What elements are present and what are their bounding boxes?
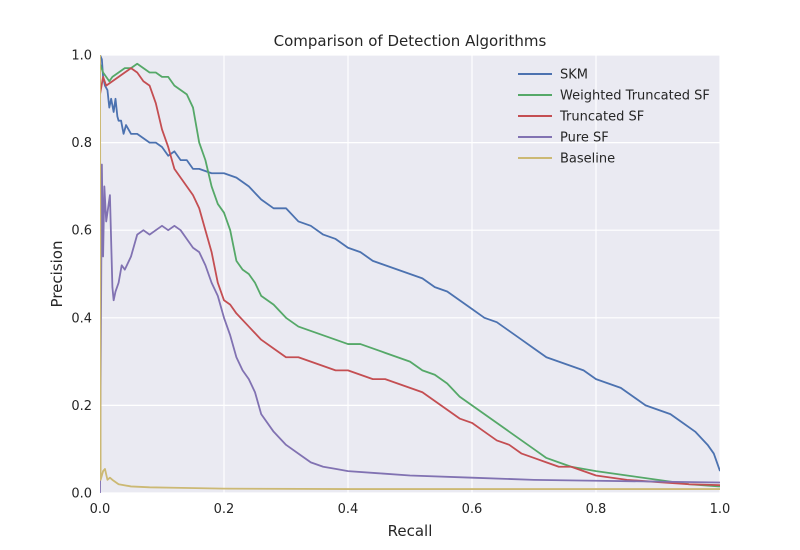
chart-title: Comparison of Detection Algorithms [274,32,547,50]
y-axis-label: Precision [48,241,66,308]
legend: SKM Weighted Truncated SF Truncated SF Pure… [518,68,710,167]
y-tick-label: 0.8 [71,136,92,151]
legend-label: Pure SF [560,131,609,146]
legend-label: Weighted Truncated SF [560,89,710,104]
x-tick-label: 0.8 [586,502,607,517]
tick-labels: 0.0 0.2 0.4 0.6 0.8 1.0 0.0 0.2 0.4 0.6 0.8 1.0 [71,49,730,518]
x-tick-label: 0.0 [90,502,111,517]
series-line-truncated-sf [100,67,720,487]
series-line-skm [100,55,720,472]
series-layer [100,55,720,493]
series-line-weighted-truncated-sf [100,62,720,488]
legend-label: SKM [560,68,588,83]
series-line-pure-sf [100,163,720,493]
grid-lines [99,54,721,494]
x-tick-label: 0.6 [462,502,483,517]
x-tick-label: 1.0 [710,502,731,517]
y-tick-label: 0.2 [71,399,92,414]
x-tick-label: 0.2 [214,502,235,517]
y-tick-label: 0.6 [71,224,92,239]
y-tick-label: 1.0 [71,49,92,64]
series-line-baseline [100,55,720,490]
y-tick-label: 0.4 [71,311,92,326]
legend-label: Truncated SF [559,110,644,125]
x-axis-label: Recall [388,522,433,540]
y-tick-label: 0.0 [71,487,92,502]
x-tick-label: 0.4 [338,502,359,517]
legend-label: Baseline [560,152,615,167]
